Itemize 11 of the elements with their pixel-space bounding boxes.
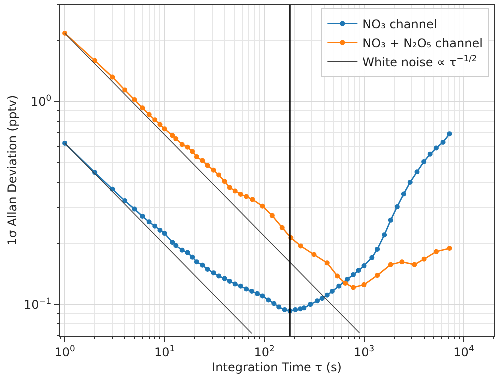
x-tick-label: 10$^{4}$: [454, 343, 474, 360]
legend-label: NO₃ channel: [362, 17, 438, 32]
y-tick-label: 10$^{−1}$: [24, 296, 52, 312]
x-tick-label: 10$^{0}$: [54, 343, 76, 360]
x-tick-label: 10$^{3}$: [354, 343, 375, 360]
y-axis-title: 1σ Allan Deviation (pptv): [5, 95, 20, 246]
x-axis-title: Integration Time τ (s): [212, 360, 342, 374]
x-tick-label: 10$^{1}$: [154, 343, 176, 360]
legend-label: White noise ∝ τ$^{−1/2}$: [362, 53, 478, 70]
x-tick-label: 10$^{2}$: [254, 343, 275, 360]
legend-label: NO₃ + N₂O₅ channel: [362, 36, 483, 50]
